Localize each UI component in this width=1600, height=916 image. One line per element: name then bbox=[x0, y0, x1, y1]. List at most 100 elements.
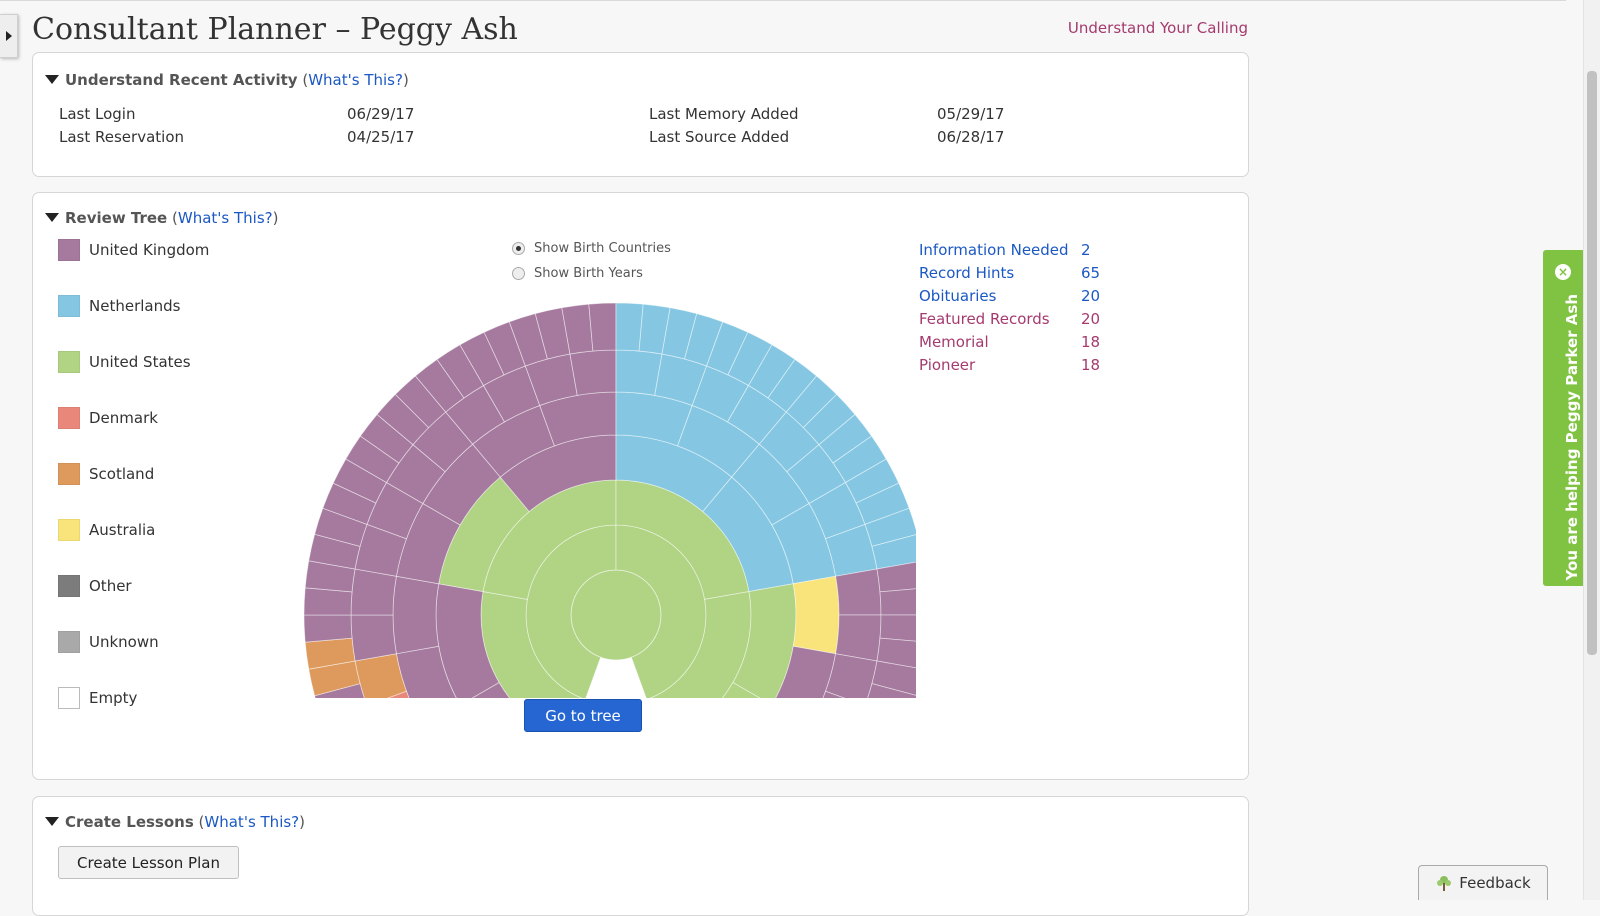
show-birth-years-label: Show Birth Years bbox=[534, 266, 643, 281]
review-tree-whats-this-link[interactable]: What's This? bbox=[177, 209, 273, 227]
expand-arrow-icon bbox=[5, 31, 12, 41]
last-login-value: 06/29/17 bbox=[347, 105, 415, 123]
fan-segment[interactable] bbox=[350, 614, 397, 662]
collapse-caret-icon[interactable] bbox=[45, 74, 59, 84]
fan-segment[interactable] bbox=[835, 568, 882, 616]
show-birth-countries-label: Show Birth Countries bbox=[534, 241, 671, 256]
feedback-button[interactable]: Feedback bbox=[1418, 865, 1548, 900]
fan-segment[interactable] bbox=[569, 349, 617, 396]
page-scrollbar[interactable] bbox=[1583, 0, 1600, 900]
last-reservation-label: Last Reservation bbox=[59, 128, 185, 146]
fan-segment[interactable] bbox=[615, 349, 663, 396]
legend-label: Scotland bbox=[89, 465, 155, 483]
last-memory-added-value: 05/29/17 bbox=[937, 105, 1005, 123]
recent-activity-card: Understand Recent Activity (What's This?… bbox=[32, 52, 1249, 177]
stat-label[interactable]: Memorial bbox=[919, 333, 989, 351]
close-icon[interactable]: × bbox=[1555, 264, 1571, 280]
stat-value: 2 bbox=[1081, 241, 1091, 259]
show-birth-years-option[interactable]: Show Birth Years bbox=[512, 266, 643, 281]
stat-label[interactable]: Obituaries bbox=[919, 287, 997, 305]
show-birth-years-radio[interactable] bbox=[512, 267, 525, 280]
show-birth-countries-radio[interactable] bbox=[512, 242, 525, 255]
fan-segment[interactable] bbox=[392, 575, 440, 655]
recent-activity-whats-this-link[interactable]: What's This? bbox=[308, 71, 403, 89]
legend-item-scotland: Scotland bbox=[58, 462, 154, 486]
create-lessons-whats-this-link[interactable]: What's This? bbox=[204, 813, 300, 831]
legend-item-united-kingdom: United Kingdom bbox=[58, 238, 209, 262]
legend-swatch bbox=[58, 687, 80, 709]
last-source-added-label: Last Source Added bbox=[649, 128, 790, 146]
understand-calling-link[interactable]: Understand Your Calling bbox=[1067, 19, 1248, 37]
create-lessons-header: Create Lessons (What's This?) bbox=[45, 813, 305, 831]
tree-icon bbox=[1437, 876, 1452, 891]
fan-segment[interactable] bbox=[879, 614, 916, 642]
legend-swatch bbox=[58, 631, 80, 653]
stat-value: 18 bbox=[1081, 356, 1101, 374]
legend-label: United States bbox=[89, 353, 191, 371]
stat-value: 18 bbox=[1081, 333, 1101, 351]
scrollbar-thumb[interactable] bbox=[1587, 71, 1597, 655]
fan-center[interactable] bbox=[570, 569, 662, 661]
review-tree-header: Review Tree (What's This?) bbox=[45, 209, 278, 227]
fan-chart[interactable] bbox=[266, 298, 916, 698]
stat-label[interactable]: Record Hints bbox=[919, 264, 1015, 282]
legend-label: Denmark bbox=[89, 409, 158, 427]
create-lesson-plan-button[interactable]: Create Lesson Plan bbox=[58, 846, 239, 879]
fan-segment[interactable] bbox=[792, 575, 840, 655]
recent-activity-title: Understand Recent Activity bbox=[65, 71, 298, 89]
fan-segment[interactable] bbox=[460, 681, 570, 699]
legend-item-denmark: Denmark bbox=[58, 406, 158, 430]
helping-text: You are helping Peggy Parker Ash bbox=[1563, 294, 1581, 581]
go-to-tree-button[interactable]: Go to tree bbox=[524, 699, 642, 732]
stat-label[interactable]: Pioneer bbox=[919, 356, 976, 374]
stat-label[interactable]: Information Needed bbox=[919, 241, 1069, 259]
legend-label: United Kingdom bbox=[89, 241, 210, 259]
legend-label: Unknown bbox=[89, 633, 159, 651]
top-border bbox=[0, 0, 1566, 1]
sidebar-toggle[interactable] bbox=[0, 14, 18, 58]
fan-segment[interactable] bbox=[835, 614, 882, 662]
fan-segment[interactable] bbox=[865, 683, 916, 698]
legend-item-empty: Empty bbox=[58, 686, 137, 710]
legend-item-netherlands: Netherlands bbox=[58, 294, 180, 318]
create-lessons-card: Create Lessons (What's This?) Create Les… bbox=[32, 796, 1249, 916]
last-source-added-value: 06/28/17 bbox=[937, 128, 1005, 146]
last-reservation-value: 04/25/17 bbox=[347, 128, 415, 146]
fan-segment[interactable] bbox=[303, 587, 353, 616]
last-login-label: Last Login bbox=[59, 105, 136, 123]
legend-label: Empty bbox=[89, 689, 138, 707]
collapse-caret-icon[interactable] bbox=[45, 212, 59, 222]
legend-swatch bbox=[58, 295, 80, 317]
fan-segment[interactable] bbox=[350, 568, 397, 616]
fan-segment[interactable] bbox=[588, 302, 617, 352]
legend-item-other: Other bbox=[58, 574, 132, 598]
create-lessons-title: Create Lessons bbox=[65, 813, 194, 831]
last-memory-added-label: Last Memory Added bbox=[649, 105, 799, 123]
feedback-label: Feedback bbox=[1459, 874, 1531, 892]
recent-activity-header: Understand Recent Activity (What's This?… bbox=[45, 71, 409, 89]
legend-label: Other bbox=[89, 577, 132, 595]
stat-value: 65 bbox=[1081, 264, 1101, 282]
fan-segment[interactable] bbox=[809, 690, 865, 698]
helping-side-tab[interactable]: × You are helping Peggy Parker Ash bbox=[1543, 250, 1583, 586]
legend-item-united-states: United States bbox=[58, 350, 191, 374]
page-title: Consultant Planner – Peggy Ash bbox=[32, 12, 518, 47]
legend-item-australia: Australia bbox=[58, 518, 155, 542]
stat-label[interactable]: Featured Records bbox=[919, 310, 1050, 328]
legend-label: Netherlands bbox=[89, 297, 181, 315]
legend-swatch bbox=[58, 351, 80, 373]
stat-value: 20 bbox=[1081, 287, 1101, 305]
legend-swatch bbox=[58, 463, 80, 485]
fan-segment[interactable] bbox=[879, 588, 916, 616]
collapse-caret-icon[interactable] bbox=[45, 816, 59, 826]
fan-segment[interactable] bbox=[662, 681, 772, 699]
legend-item-unknown: Unknown bbox=[58, 630, 159, 654]
legend-swatch bbox=[58, 239, 80, 261]
stat-value: 20 bbox=[1081, 310, 1101, 328]
fan-segment[interactable] bbox=[303, 614, 353, 643]
review-tree-title: Review Tree bbox=[65, 209, 168, 227]
legend-label: Australia bbox=[89, 521, 156, 539]
fan-segment[interactable] bbox=[615, 302, 644, 352]
legend-swatch bbox=[58, 519, 80, 541]
show-birth-countries-option[interactable]: Show Birth Countries bbox=[512, 241, 671, 256]
